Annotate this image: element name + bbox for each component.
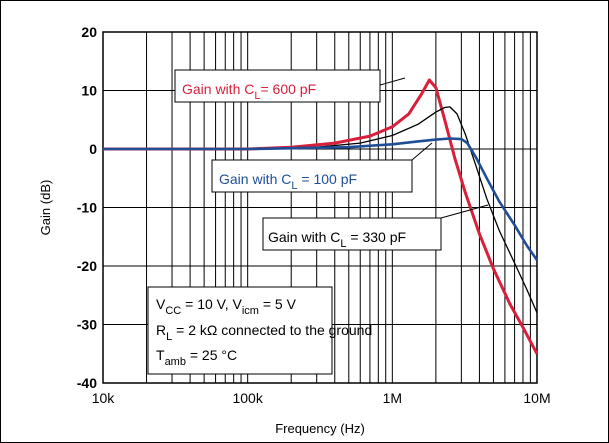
- x-tick-label: 100k: [232, 390, 263, 406]
- y-tick-label: -10: [77, 200, 97, 216]
- y-tick-label: -40: [77, 375, 97, 391]
- conditions-box: [147, 286, 333, 375]
- x-tick-label: 1M: [383, 390, 402, 406]
- series-label-leader: [411, 142, 433, 161]
- y-axis-label: Gain (dB): [38, 180, 53, 236]
- y-tick-label: 20: [81, 24, 97, 40]
- y-tick-label: 10: [81, 83, 97, 99]
- series-label: Gain with CL = 100 pF: [219, 171, 357, 192]
- series-label: Gain with CL= 600 pF: [182, 81, 316, 102]
- series-label-leader: [379, 77, 406, 86]
- conditions-line: VCC = 10 V, Vicm = 5 V: [156, 296, 297, 317]
- series-line: [103, 78, 539, 355]
- y-tick-label: -30: [77, 317, 97, 333]
- series-label-box: [174, 69, 381, 103]
- plot-border: [102, 31, 538, 384]
- series-line: [103, 137, 539, 261]
- x-axis-label: Frequency (Hz): [275, 421, 365, 436]
- x-tick-label: 10M: [523, 390, 550, 406]
- conditions-line: RL = 2 kΩ connected to the ground: [156, 322, 372, 343]
- y-tick-label: 0: [89, 141, 97, 157]
- x-tick-label: 10k: [92, 390, 116, 406]
- series-label-box: [211, 159, 413, 193]
- series-label: Gain with CL = 330 pF: [268, 229, 406, 250]
- series-label-box: [262, 217, 442, 251]
- y-tick-label: -20: [77, 258, 97, 274]
- conditions-line: Tamb = 25 °C: [156, 347, 237, 368]
- series-label-leader: [440, 204, 489, 219]
- series-line: [103, 106, 538, 314]
